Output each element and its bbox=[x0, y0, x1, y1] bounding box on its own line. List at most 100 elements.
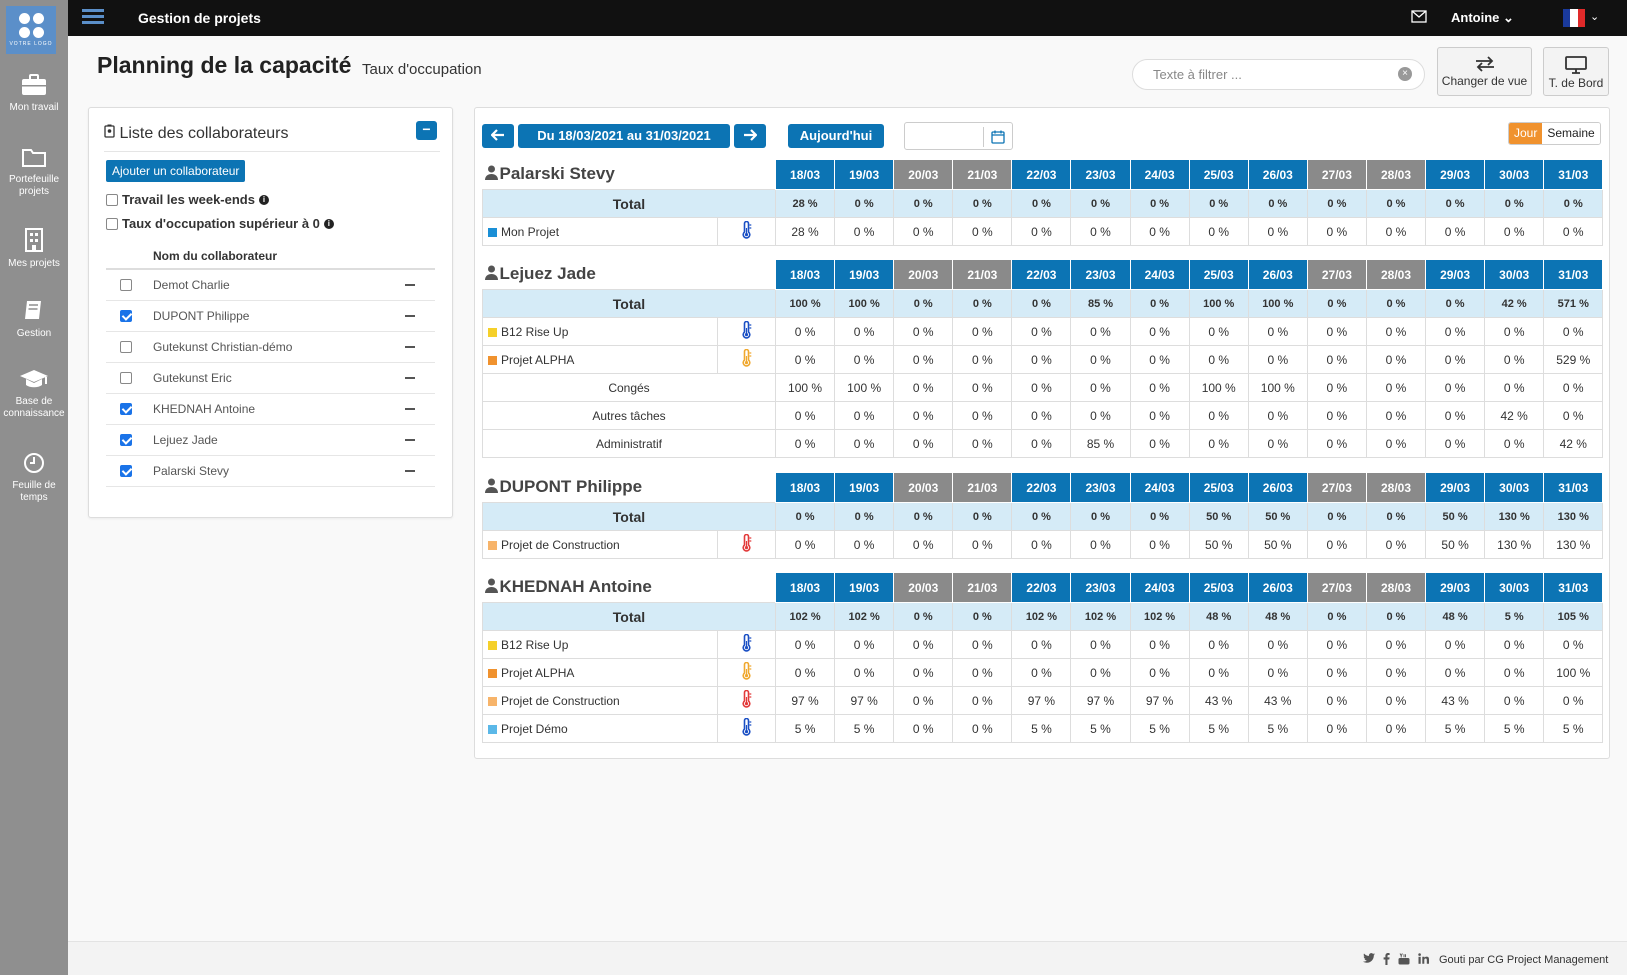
remove-icon[interactable] bbox=[405, 439, 415, 441]
filter-input[interactable]: Texte à filtrer ... × bbox=[1132, 59, 1425, 90]
occupation-cell: 529 % bbox=[1543, 345, 1604, 374]
date-header: 20/03 bbox=[893, 259, 954, 290]
collaborator-checkbox[interactable] bbox=[120, 465, 132, 477]
thermometer-icon[interactable] bbox=[741, 533, 752, 552]
project-name[interactable]: Projet ALPHA bbox=[482, 658, 718, 687]
occupation-cell: 0 % bbox=[834, 317, 895, 346]
prev-period-button[interactable] bbox=[482, 124, 514, 148]
project-name[interactable]: B12 Rise Up bbox=[482, 630, 718, 659]
occupation-cell: 0 % bbox=[1070, 530, 1131, 559]
collapse-button[interactable]: − bbox=[416, 121, 437, 140]
occupation-cell: 43 % bbox=[1425, 686, 1486, 715]
thermometer-icon[interactable] bbox=[741, 220, 752, 239]
thermometer-icon[interactable] bbox=[741, 661, 752, 680]
collaborator-checkbox[interactable] bbox=[120, 372, 132, 384]
facebook-icon[interactable] bbox=[1383, 953, 1390, 968]
person-name[interactable]: KHEDNAH Antoine bbox=[483, 573, 776, 603]
today-button[interactable]: Aujourd'hui bbox=[788, 124, 884, 148]
occupation-cell: 0 % bbox=[1011, 630, 1072, 659]
person-name[interactable]: DUPONT Philippe bbox=[483, 473, 776, 503]
occupation-checkbox[interactable] bbox=[106, 217, 118, 230]
twitter-icon[interactable] bbox=[1363, 953, 1375, 968]
occupation-cell: 97 % bbox=[1129, 686, 1190, 715]
total-cell: 100 % bbox=[774, 289, 836, 318]
date-header: 31/03 bbox=[1543, 572, 1604, 603]
option-label: Travail les week-ends bbox=[122, 192, 255, 207]
info-icon[interactable]: i bbox=[323, 218, 334, 229]
sidebar-item-mon-travail[interactable]: Mon travail bbox=[0, 74, 68, 114]
remove-icon[interactable] bbox=[405, 315, 415, 317]
next-period-button[interactable] bbox=[734, 124, 766, 148]
logo[interactable]: VOTRE LOGO bbox=[6, 6, 56, 54]
occupation-cell: 0 % bbox=[1129, 630, 1190, 659]
occupation-cell: 0 % bbox=[1247, 429, 1308, 458]
person-name[interactable]: Lejuez Jade bbox=[483, 260, 776, 290]
view-day-button[interactable]: Jour bbox=[1509, 123, 1543, 144]
thermometer-icon[interactable] bbox=[741, 633, 752, 652]
date-header: 24/03 bbox=[1129, 259, 1190, 290]
sidebar-item-base-connaissance[interactable]: Base de connaissance bbox=[0, 368, 68, 420]
collaborator-checkbox[interactable] bbox=[120, 341, 132, 353]
occupation-cell: 0 % bbox=[774, 429, 836, 458]
sidebar-item-gestion[interactable]: Gestion bbox=[0, 298, 68, 340]
collaborator-list: Demot Charlie DUPONT Philippe Gutekunst Ch… bbox=[106, 268, 435, 487]
change-view-button[interactable]: Changer de vue bbox=[1437, 47, 1532, 96]
occupation-cell: 0 % bbox=[1129, 217, 1190, 246]
remove-icon[interactable] bbox=[405, 408, 415, 410]
project-name[interactable]: Projet Démo bbox=[482, 714, 718, 743]
info-icon[interactable]: i bbox=[258, 194, 269, 205]
calendar-icon[interactable] bbox=[991, 130, 1005, 144]
thermometer-icon[interactable] bbox=[741, 717, 752, 736]
sidebar-item-label: Portefeuille projets bbox=[8, 174, 60, 197]
mail-icon[interactable] bbox=[1411, 10, 1427, 23]
linkedin-icon[interactable] bbox=[1418, 953, 1429, 968]
collaborator-checkbox[interactable] bbox=[120, 434, 132, 446]
collaborator-checkbox[interactable] bbox=[120, 403, 132, 415]
remove-icon[interactable] bbox=[405, 377, 415, 379]
menu-icon[interactable] bbox=[82, 7, 104, 29]
date-header: 22/03 bbox=[1011, 259, 1072, 290]
date-header: 29/03 bbox=[1425, 159, 1486, 190]
occupation-cell: 0 % bbox=[893, 714, 954, 743]
occupation-cell: 0 % bbox=[834, 345, 895, 374]
dashboard-button[interactable]: T. de Bord bbox=[1543, 47, 1609, 96]
total-cell: 0 % bbox=[1365, 289, 1427, 318]
date-header: 19/03 bbox=[834, 259, 895, 290]
occupation-cell: 50 % bbox=[1425, 530, 1486, 559]
project-name[interactable]: Projet de Construction bbox=[482, 686, 718, 715]
user-menu[interactable]: Antoine ⌄ bbox=[1451, 10, 1514, 26]
occupation-cell: 0 % bbox=[1188, 317, 1249, 346]
thermometer-icon[interactable] bbox=[741, 348, 752, 367]
project-name[interactable]: B12 Rise Up bbox=[482, 317, 718, 346]
date-header: 31/03 bbox=[1543, 472, 1604, 503]
remove-icon[interactable] bbox=[405, 470, 415, 472]
remove-icon[interactable] bbox=[405, 284, 415, 286]
weekends-checkbox[interactable] bbox=[106, 193, 118, 206]
date-picker-input[interactable] bbox=[904, 122, 1013, 150]
collaborator-checkbox[interactable] bbox=[120, 310, 132, 322]
thermometer-icon[interactable] bbox=[741, 689, 752, 708]
occupation-cell: 43 % bbox=[1188, 686, 1249, 715]
project-name[interactable]: Projet ALPHA bbox=[482, 345, 718, 374]
clear-icon[interactable]: × bbox=[1398, 67, 1412, 81]
add-collaborator-button[interactable]: Ajouter un collaborateur bbox=[106, 160, 246, 182]
thermometer-icon[interactable] bbox=[741, 320, 752, 339]
project-name[interactable]: Projet de Construction bbox=[482, 530, 718, 559]
date-header: 18/03 bbox=[774, 472, 836, 503]
sidebar-item-feuille-temps[interactable]: Feuille de temps bbox=[0, 452, 68, 504]
youtube-icon[interactable] bbox=[1398, 953, 1410, 968]
sidebar-item-portefeuille[interactable]: Portefeuille projets bbox=[0, 146, 68, 198]
date-range-label[interactable]: Du 18/03/2021 au 31/03/2021 bbox=[518, 124, 730, 148]
occupation-cell: 0 % bbox=[834, 630, 895, 659]
total-cell: 0 % bbox=[1247, 189, 1308, 218]
date-header-row: KHEDNAH Antoine 18/03 19/03 20/03 21/03 22/03… bbox=[483, 572, 1604, 603]
chevron-down-icon[interactable]: ⌄ bbox=[1590, 11, 1600, 23]
view-week-button[interactable]: Semaine bbox=[1542, 123, 1600, 144]
flag-fr-icon[interactable] bbox=[1563, 9, 1585, 27]
sidebar-item-mes-projets[interactable]: Mes projets bbox=[0, 228, 68, 270]
remove-icon[interactable] bbox=[405, 346, 415, 348]
project-name[interactable]: Mon Projet bbox=[482, 217, 718, 246]
person-name[interactable]: Palarski Stevy bbox=[483, 160, 776, 190]
collaborator-checkbox[interactable] bbox=[120, 279, 132, 291]
thermometer-cell bbox=[717, 714, 776, 743]
